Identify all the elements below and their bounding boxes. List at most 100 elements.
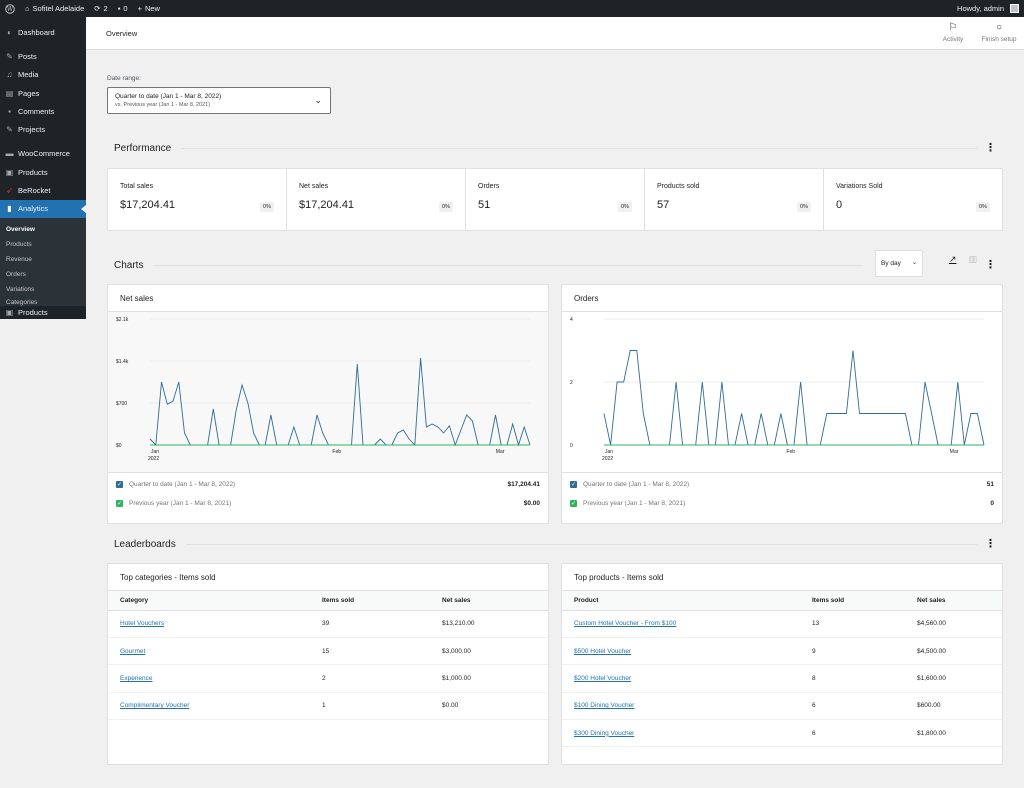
- finish-setup-button[interactable]: ○ Finish setup: [977, 22, 1021, 43]
- line-chart-icon[interactable]: ↗: [948, 254, 957, 264]
- performance-menu-icon[interactable]: ⋮: [985, 142, 996, 154]
- bar-chart-icon[interactable]: ▥: [968, 254, 977, 264]
- y-tick-label: 2: [570, 380, 573, 386]
- checkbox-icon: ✓: [570, 481, 577, 488]
- stat-value: 51: [478, 199, 491, 211]
- stat-orders[interactable]: Orders 51 0%: [466, 169, 645, 230]
- stat-variations-sold[interactable]: Variations Sold 0 0%: [824, 169, 1002, 230]
- top-products-card: Top products - Items sold Product Items …: [561, 563, 1003, 765]
- updates-count: 2: [103, 4, 108, 13]
- net-sales: $3,000.00: [430, 637, 548, 666]
- stat-label: Orders: [478, 183, 500, 190]
- sidebar-item-analytics[interactable]: ▮ Analytics: [0, 199, 86, 218]
- product-link[interactable]: Custom Hotel Voucher - From $100: [574, 620, 677, 628]
- sidebar-item-comments[interactable]: ▪ Comments: [0, 102, 86, 120]
- sidebar-item-berocket[interactable]: ➶ BeRocket: [0, 181, 86, 199]
- sidebar-item-pages[interactable]: ▤ Pages: [0, 84, 86, 102]
- woo-icon: ▬: [5, 149, 14, 159]
- product-link[interactable]: $100 Dining Voucher: [574, 702, 635, 710]
- stat-total-sales[interactable]: Total sales $17,204.41 0%: [108, 169, 287, 230]
- items-sold: 9: [800, 637, 905, 666]
- howdy-text: Howdy, admin: [957, 4, 1004, 13]
- legend-item[interactable]: ✓ Previous year (Jan 1 - Mar 8, 2021) $0…: [108, 494, 548, 513]
- submenu-orders[interactable]: Orders: [6, 270, 26, 278]
- chart-title: Net sales: [108, 285, 548, 312]
- submenu-overview[interactable]: Overview: [6, 225, 35, 233]
- legend-item[interactable]: ✓ Quarter to date (Jan 1 - Mar 8, 2022) …: [108, 475, 548, 494]
- category-link[interactable]: Hotel Vouchers: [120, 620, 165, 628]
- date-range-selector[interactable]: Quarter to date (Jan 1 - Mar 8, 2022) vs…: [107, 87, 331, 114]
- user-account-link[interactable]: Howdy, admin: [952, 0, 1024, 17]
- sidebar-item-woocommerce[interactable]: ▬ WooCommerce: [0, 145, 86, 163]
- analytics-submenu: Overview Products Revenue Orders Variati…: [0, 217, 86, 309]
- table-row: Complimentary Voucher 1 $0.00: [108, 692, 548, 721]
- performance-stats: Total sales $17,204.41 0% Net sales $17,…: [107, 168, 1003, 231]
- new-content-link[interactable]: + New: [133, 0, 165, 17]
- submenu-revenue[interactable]: Revenue: [6, 255, 33, 263]
- pin-icon: ✎: [6, 51, 13, 61]
- orders-chart-card: Orders 4 2 0 Jan 2022 Feb Mar ✓ Quarter to dat…: [561, 284, 1003, 524]
- items-sold: 15: [310, 637, 430, 666]
- category-link[interactable]: Gourmet: [120, 647, 146, 655]
- orders-chart: 4 2 0 Jan 2022 Feb Mar: [562, 312, 1002, 472]
- comments-icon: ▪: [8, 106, 11, 116]
- leaderboards-menu-icon[interactable]: ⋮: [985, 538, 996, 550]
- new-label: New: [144, 4, 160, 13]
- checkbox-icon: ✓: [116, 481, 123, 488]
- chart-title: Orders: [562, 285, 1002, 312]
- site-name-link[interactable]: ⌂ Sofitel Adelaide: [20, 0, 89, 17]
- stat-products-sold[interactable]: Products sold 57 0%: [645, 169, 824, 230]
- leaderboards-title: Leaderboards: [114, 538, 176, 550]
- charts-menu-icon[interactable]: ⋮: [985, 259, 996, 271]
- sidebar-item-products-bottom[interactable]: ▣ Products: [0, 306, 86, 319]
- sidebar-item-dashboard[interactable]: ◐ Dashboard: [0, 23, 86, 41]
- date-range-label: Date range:: [107, 75, 141, 82]
- flag-icon: ⚐: [948, 22, 958, 33]
- category-link[interactable]: Experience: [120, 674, 153, 682]
- net-sales-chart: $2.1k $1.4k $700 $0 Jan 2022 Feb Mar: [108, 312, 548, 472]
- divider: [181, 147, 977, 149]
- stat-value: $17,204.41: [120, 199, 176, 211]
- product-link[interactable]: $200 Hotel Voucher: [574, 674, 632, 682]
- activity-button[interactable]: ⚐ Activity: [931, 22, 975, 43]
- column-header: Category: [108, 591, 310, 611]
- stat-delta: 0%: [618, 202, 632, 212]
- submenu-variations[interactable]: Variations: [6, 285, 35, 293]
- stat-delta: 0%: [797, 202, 811, 212]
- comments-count: 0: [123, 4, 128, 13]
- submenu-products[interactable]: Products: [6, 240, 32, 248]
- products-icon: ▣: [5, 167, 14, 177]
- net-sales: $1,800.00: [905, 719, 1002, 748]
- y-tick-label: $2.1k: [116, 317, 129, 323]
- legend-item[interactable]: ✓ Previous year (Jan 1 - Mar 8, 2021) 0: [562, 494, 1002, 513]
- net-sales: $1,000.00: [430, 664, 548, 693]
- category-link[interactable]: Complimentary Voucher: [120, 702, 190, 710]
- interval-select[interactable]: By day ⌄: [875, 250, 923, 277]
- sidebar-item-label: Media: [18, 70, 39, 80]
- y-tick-label: $1.4k: [116, 359, 129, 365]
- divider: [185, 543, 977, 545]
- sidebar-item-posts[interactable]: ✎ Posts: [0, 47, 86, 65]
- product-link[interactable]: $300 Dining Voucher: [574, 729, 635, 737]
- legend-item[interactable]: ✓ Quarter to date (Jan 1 - Mar 8, 2022) …: [562, 475, 1002, 494]
- sidebar-item-media[interactable]: ♫ Media: [0, 66, 86, 84]
- y-tick-label: 0: [570, 443, 573, 449]
- updates-link[interactable]: ⟳ 2: [89, 0, 112, 17]
- checkbox-icon: ✓: [570, 500, 577, 507]
- top-categories-card: Top categories - Items sold Category Ite…: [107, 563, 549, 765]
- wordpress-logo-icon[interactable]: W: [0, 0, 20, 17]
- product-link[interactable]: $500 Hotel Voucher: [574, 647, 632, 655]
- x-tick-label: Mar: [950, 449, 959, 455]
- legend-label: Previous year (Jan 1 - Mar 8, 2021): [129, 500, 232, 507]
- submenu-categories[interactable]: Categories: [6, 298, 38, 306]
- sidebar-item-products[interactable]: ▣ Products: [0, 163, 86, 181]
- items-sold: 39: [310, 610, 430, 638]
- top-products-table: Product Items sold Net sales Custom Hote…: [562, 591, 1002, 748]
- stat-net-sales[interactable]: Net sales $17,204.41 0%: [287, 169, 466, 230]
- comments-link[interactable]: ▪ 0: [113, 0, 133, 17]
- site-name: Sofitel Adelaide: [32, 4, 85, 13]
- stat-label: Total sales: [120, 183, 154, 190]
- sidebar-item-projects[interactable]: ✎ Projects: [0, 120, 86, 138]
- legend-label: Quarter to date (Jan 1 - Mar 8, 2022): [583, 481, 690, 488]
